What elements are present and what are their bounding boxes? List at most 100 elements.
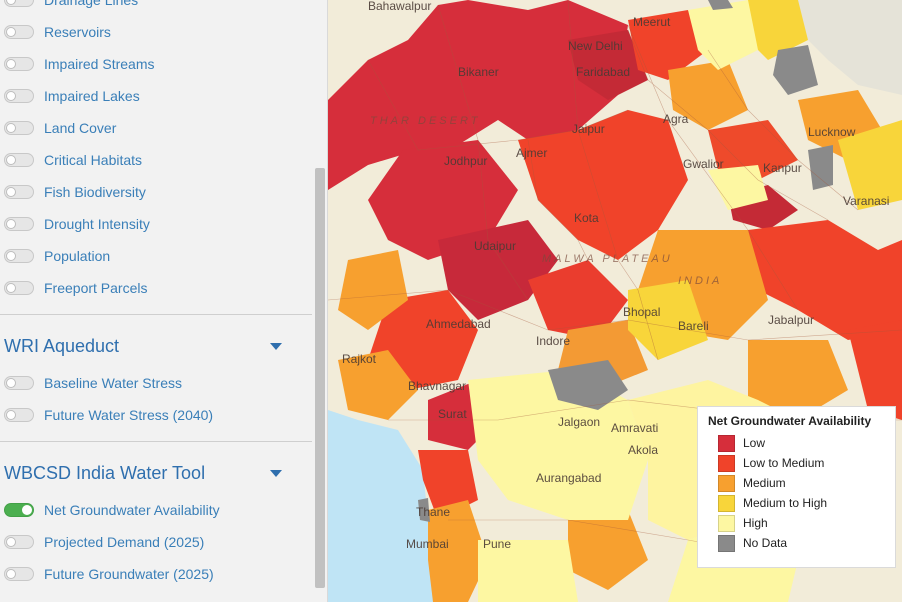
toggle-knob: [6, 378, 16, 388]
district-high[interactable]: [478, 540, 578, 602]
district-high[interactable]: [468, 370, 648, 520]
district-no-data[interactable]: [808, 145, 833, 190]
layer-label: Freeport Parcels: [44, 280, 148, 296]
layer-toggle-impaired-lakes[interactable]: Impaired Lakes: [0, 80, 312, 112]
layer-toggle-net-groundwater-availability[interactable]: Net Groundwater Availability: [0, 494, 312, 526]
place-label: Jaipur: [572, 122, 605, 136]
chevron-down-icon[interactable]: [270, 469, 282, 477]
toggle-knob: [6, 537, 16, 547]
toggle-switch[interactable]: [4, 376, 34, 390]
toggle-knob: [6, 187, 16, 197]
layer-label: Future Groundwater (2025): [44, 566, 214, 582]
district-low-to-medium[interactable]: [628, 10, 708, 80]
district-no-data[interactable]: [548, 360, 628, 410]
district-medium-to-high[interactable]: [628, 280, 708, 360]
district-medium[interactable]: [748, 340, 848, 420]
layer-toggle-reservoirs[interactable]: Reservoirs: [0, 16, 312, 48]
district-high[interactable]: [708, 165, 768, 210]
toggle-switch[interactable]: [4, 153, 34, 167]
toggle-switch[interactable]: [4, 567, 34, 581]
toggle-knob: [6, 59, 16, 69]
place-label: Ajmer: [516, 146, 547, 160]
layer-toggle-critical-habitats[interactable]: Critical Habitats: [0, 144, 312, 176]
layer-toggle-impaired-streams[interactable]: Impaired Streams: [0, 48, 312, 80]
district-medium-to-high[interactable]: [838, 120, 902, 210]
district-low-to-medium[interactable]: [708, 120, 798, 180]
district-no-data[interactable]: [418, 498, 430, 522]
district-high[interactable]: [688, 0, 758, 70]
district-low[interactable]: [438, 220, 558, 320]
section-header-wbcsd-india-water-tool[interactable]: WBCSD India Water Tool: [0, 452, 312, 494]
layer-label: Critical Habitats: [44, 152, 143, 168]
place-label: Thane: [416, 505, 450, 519]
layer-toggle-projected-demand[interactable]: Projected Demand (2025): [0, 526, 312, 558]
district-boundaries: [328, 0, 902, 561]
place-label: Jodhpur: [444, 154, 487, 168]
legend-label: Medium to High: [743, 496, 828, 510]
toggle-knob: [6, 123, 16, 133]
district-low-to-medium[interactable]: [518, 110, 688, 260]
layer-toggle-freeport-parcels[interactable]: Freeport Parcels: [0, 272, 312, 304]
legend-item: Medium: [708, 473, 885, 493]
place-label: Bhavnagar: [408, 379, 466, 393]
place-label: Jabalpur: [768, 313, 814, 327]
legend-item: Medium to High: [708, 493, 885, 513]
toggle-knob: [22, 505, 32, 515]
section-header-wri-aqueduct[interactable]: WRI Aqueduct: [0, 325, 312, 367]
toggle-knob: [6, 283, 16, 293]
layer-toggle-drought-intensity[interactable]: Drought Intensity: [0, 208, 312, 240]
district-medium[interactable]: [338, 350, 418, 420]
toggle-switch[interactable]: [4, 185, 34, 199]
toggle-switch[interactable]: [4, 535, 34, 549]
toggle-switch[interactable]: [4, 89, 34, 103]
legend-label: High: [743, 516, 768, 530]
district-medium-to-high[interactable]: [748, 0, 808, 60]
toggle-switch[interactable]: [4, 25, 34, 39]
district-low-to-medium[interactable]: [528, 260, 628, 340]
district-no-data[interactable]: [773, 45, 818, 95]
toggle-switch[interactable]: [4, 249, 34, 263]
toggle-switch[interactable]: [4, 503, 34, 517]
place-label: Aurangabad: [536, 471, 601, 485]
layer-toggle-future-water-stress[interactable]: Future Water Stress (2040): [0, 399, 312, 431]
layer-toggle-drainage-lines[interactable]: Drainage Lines: [0, 0, 312, 16]
district-no-data[interactable]: [708, 0, 733, 10]
district-medium[interactable]: [668, 60, 748, 130]
toggle-switch[interactable]: [4, 217, 34, 231]
legend-swatch: [718, 494, 735, 512]
toggle-switch[interactable]: [4, 408, 34, 422]
scrollbar-thumb[interactable]: [315, 168, 325, 588]
district-low-to-medium[interactable]: [848, 320, 902, 420]
district-low[interactable]: [568, 30, 648, 100]
section-title: WRI Aqueduct: [4, 335, 120, 356]
toggle-switch[interactable]: [4, 121, 34, 135]
layer-label: Future Water Stress (2040): [44, 407, 214, 423]
layer-toggle-fish-biodiversity[interactable]: Fish Biodiversity: [0, 176, 312, 208]
layer-label: Reservoirs: [44, 24, 111, 40]
toggle-switch[interactable]: [4, 57, 34, 71]
district-low-to-medium[interactable]: [748, 220, 902, 340]
district-medium[interactable]: [428, 500, 488, 602]
layer-toggle-population[interactable]: Population: [0, 240, 312, 272]
toggle-switch[interactable]: [4, 281, 34, 295]
place-label: Bareli: [678, 319, 709, 333]
layer-toggle-future-groundwater[interactable]: Future Groundwater (2025): [0, 558, 312, 590]
layer-label: Impaired Lakes: [44, 88, 140, 104]
district-low[interactable]: [328, 0, 628, 190]
place-label: Varanasi: [843, 194, 889, 208]
region-label-india: INDIA: [678, 275, 722, 287]
place-label: New Delhi: [568, 39, 623, 53]
legend-item: Low to Medium: [708, 453, 885, 473]
layer-toggle-land-cover[interactable]: Land Cover: [0, 112, 312, 144]
layer-toggle-baseline-water-stress[interactable]: Baseline Water Stress: [0, 367, 312, 399]
district-medium[interactable]: [568, 510, 648, 590]
layer-label: Land Cover: [44, 120, 117, 136]
district-low[interactable]: [368, 140, 518, 260]
chevron-down-icon[interactable]: [270, 342, 282, 350]
place-label: Udaipur: [474, 239, 516, 253]
toggle-knob: [6, 569, 16, 579]
toggle-switch[interactable]: [4, 0, 34, 7]
district-medium[interactable]: [338, 250, 408, 330]
layer-label: Population: [44, 248, 111, 264]
place-label: Mumbai: [406, 537, 449, 551]
